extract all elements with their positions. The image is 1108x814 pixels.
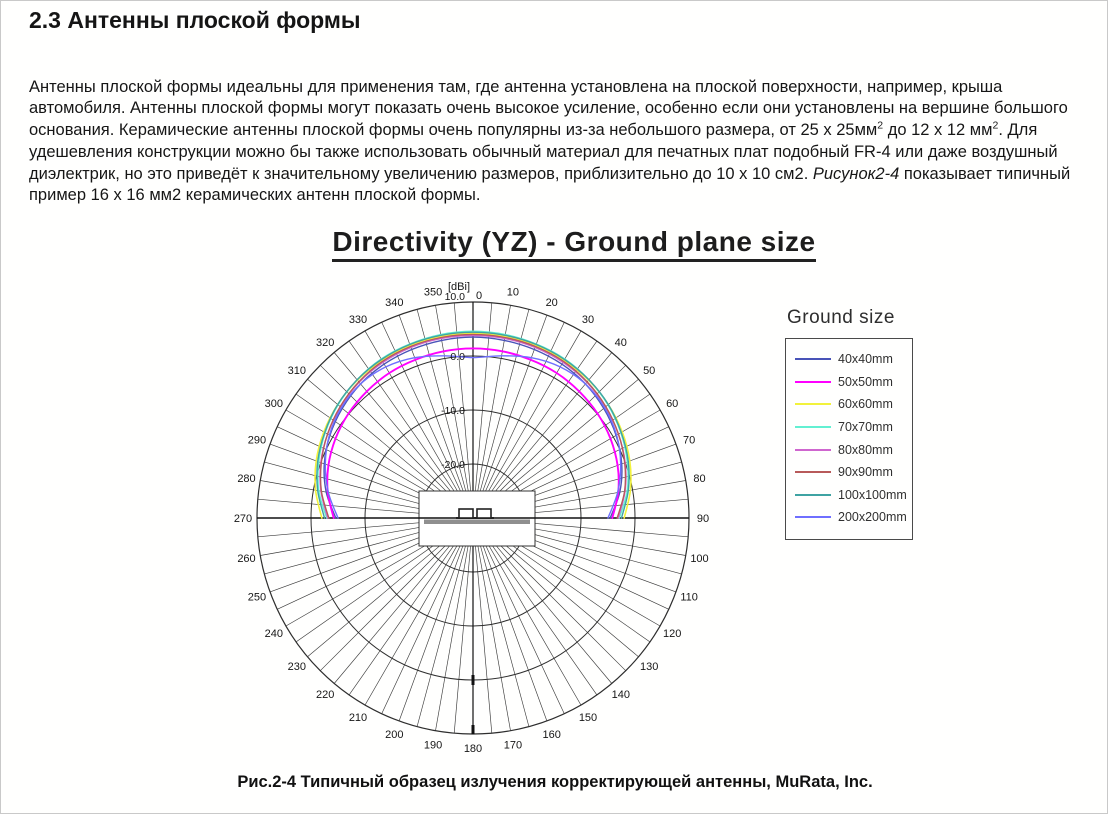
radiation-curves [314,330,632,519]
svg-text:290: 290 [248,434,266,446]
legend-color-line [795,358,831,361]
legend-item: 100x100mm [795,484,912,507]
svg-text:240: 240 [265,628,283,640]
svg-text:160: 160 [543,729,561,741]
polar-chart-svg: 0 10 20 30 40 50 60 70 80 90 100 110 120 130 140 150 160… [234,281,709,756]
legend-item: 90x90mm [795,461,912,484]
legend-color-line [795,516,831,519]
legend-label: 200x200mm [838,510,907,525]
svg-text:220: 220 [316,689,334,701]
radial-labels: 10.0 0.0 -10.0 -20.0 [dBi] [441,281,470,471]
svg-text:190: 190 [424,740,442,752]
svg-text:30: 30 [582,314,594,326]
svg-text:280: 280 [237,473,255,485]
legend-label: 50x50mm [838,374,893,389]
legend-label: 60x60mm [838,397,893,412]
series-100x100mm [316,331,630,519]
legend-color-line [795,493,831,496]
svg-text:10.0: 10.0 [445,291,466,303]
svg-text:50: 50 [643,365,655,377]
svg-text:230: 230 [288,661,306,673]
svg-text:130: 130 [640,661,658,673]
legend-title: Ground size [787,307,895,328]
svg-text:260: 260 [237,553,255,565]
legend-label: 100x100mm [838,487,907,502]
axis-tick [471,675,475,685]
svg-text:150: 150 [579,712,597,724]
legend-color-line [795,448,831,451]
series-90x90mm [319,333,627,519]
legend-label: 70x70mm [838,420,893,435]
legend-label: 90x90mm [838,465,893,480]
svg-text:320: 320 [316,337,334,349]
legend-item: 80x80mm [795,438,912,461]
svg-text:300: 300 [265,398,283,410]
svg-text:200: 200 [385,729,403,741]
paragraph-segment: . Для удешевления конструкции можно бы т… [29,121,1058,183]
series-200x200mm [324,355,622,519]
svg-text:330: 330 [349,314,367,326]
svg-text:340: 340 [385,297,403,309]
legend-color-line [795,471,831,474]
svg-text:40: 40 [615,337,627,349]
svg-text:0: 0 [476,290,482,302]
svg-text:60: 60 [666,398,678,410]
svg-text:250: 250 [248,592,266,604]
series-50x50mm [326,347,620,519]
intro-paragraph: Антенны плоской формы идеальны для приме… [29,77,1082,208]
paragraph-segment: 2 [877,119,884,132]
legend-color-line [795,380,831,383]
svg-text:70: 70 [683,434,695,446]
legend-item: 50x50mm [795,371,912,394]
paragraph-segment: Антенны плоской формы идеальны для приме… [29,77,1068,140]
svg-text:100: 100 [690,553,708,565]
svg-text:20: 20 [546,297,558,309]
legend-color-line [795,403,831,406]
page-title: 2.3 Антенны плоской формы [29,7,361,33]
svg-text:270: 270 [234,513,252,525]
series-60x60mm [314,332,632,519]
legend-item: 200x200mm [795,506,912,529]
legend-label: 40x40mm [838,352,893,367]
svg-text:-10.0: -10.0 [441,405,465,417]
legend-item: 40x40mm [795,348,912,371]
svg-text:140: 140 [612,689,630,701]
paragraph-segment: Рисунок2-4 [812,164,900,183]
figure-caption: Рис.2-4 Типичный образец излучения корре… [237,773,873,791]
legend-item: 70x70mm [795,416,912,439]
svg-text:110: 110 [680,592,698,604]
chart-title: Directivity (YZ) - Ground plane size [332,226,816,262]
svg-text:120: 120 [663,628,681,640]
svg-text:310: 310 [288,365,306,377]
paragraph-segment: 2 [992,119,999,132]
patch-antenna-glyph [456,508,494,519]
radial-unit-label: [dBi] [448,281,470,293]
svg-text:-20.0: -20.0 [441,459,465,471]
legend-item: 60x60mm [795,393,912,416]
chart-legend: 40x40mm 50x50mm 60x60mm 70x70mm 80x80mm 90x90… [785,338,913,540]
svg-text:10: 10 [507,287,519,299]
ground-plane-bar [424,519,530,524]
svg-text:210: 210 [349,712,367,724]
svg-text:180: 180 [464,743,482,755]
svg-text:90: 90 [697,513,709,525]
paragraph-segment: до 12 х 12 мм [883,121,993,140]
legend-label: 80x80mm [838,442,893,457]
paragraph-segment: показывает типичный пример 16 х 16 мм2 к… [29,164,1071,205]
svg-text:80: 80 [693,473,705,485]
axis-tick [471,725,475,734]
svg-text:0.0: 0.0 [450,351,465,363]
chart-title-wrap: Directivity (YZ) - Ground plane size [241,226,907,262]
angle-labels: 0 10 20 30 40 50 60 70 80 90 100 110 120 130 140 150 160… [234,287,709,756]
svg-text:170: 170 [504,740,522,752]
svg-text:350: 350 [424,287,442,299]
legend-color-line [795,426,831,429]
polar-chart: 0 10 20 30 40 50 60 70 80 90 100 110 120 130 140 150 160… [223,268,723,768]
